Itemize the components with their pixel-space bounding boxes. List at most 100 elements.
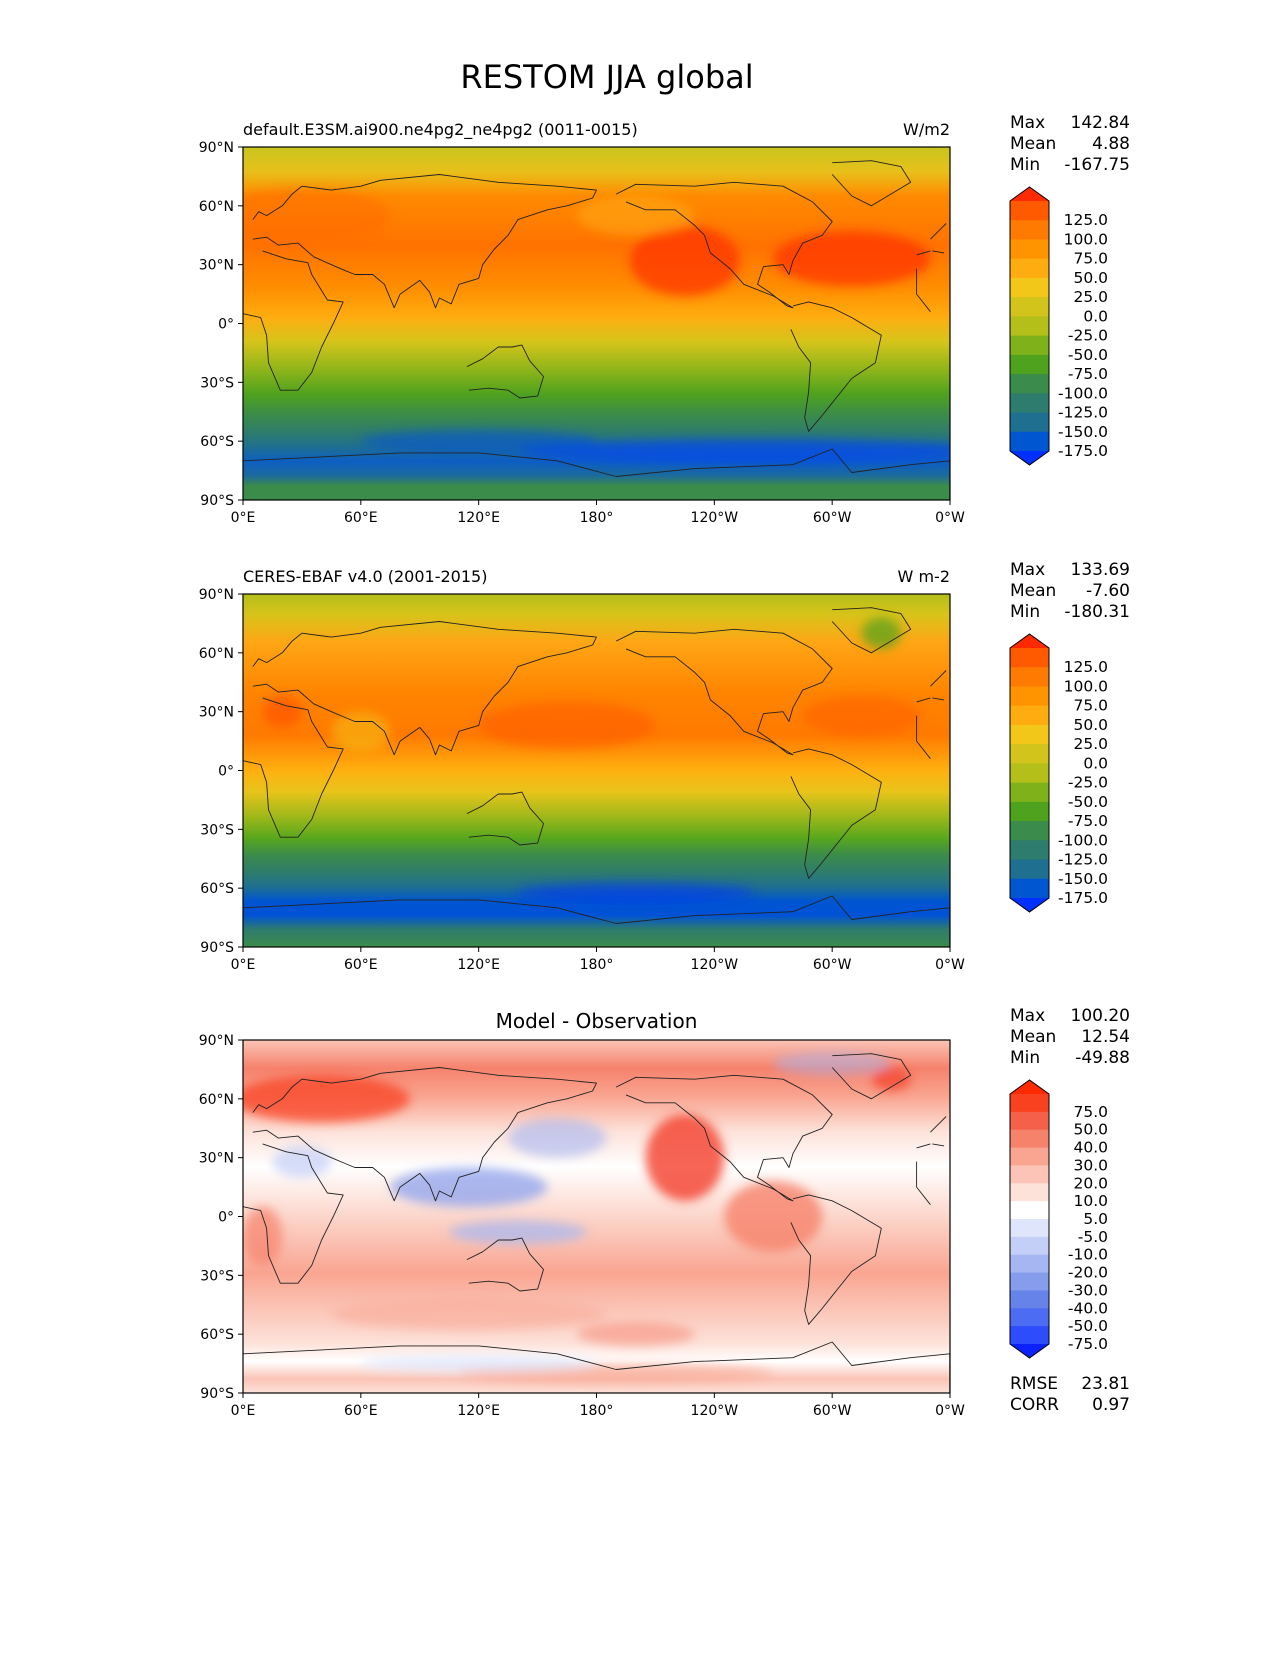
coastline-greenland <box>831 160 912 207</box>
colorbar-outline <box>1009 1079 1050 1359</box>
colorbar-label: -100.0 <box>1058 831 1108 849</box>
colorbar-segment <box>1010 705 1049 726</box>
map-field-diff <box>243 1040 950 1393</box>
stat-value: 133.69 <box>1071 560 1130 580</box>
colorbar-extend-max <box>1010 187 1049 201</box>
y-tick-label: 60°S <box>200 434 234 450</box>
stat-label: Max <box>1010 113 1045 133</box>
y-tick-label: 90°N <box>199 1033 234 1049</box>
colorbar-segment <box>1010 239 1049 260</box>
stat-value: -7.60 <box>1086 581 1130 601</box>
colorbar-label: 50.0 <box>1073 269 1108 287</box>
colorbar-label: 50.0 <box>1073 716 1108 734</box>
x-tick-label: 0°W <box>935 957 965 973</box>
colorbar-segment <box>1010 1236 1049 1256</box>
colorbar-segment <box>1010 335 1049 356</box>
colorbar-label: -75.0 <box>1068 365 1108 383</box>
field-anomaly <box>861 617 901 649</box>
x-tick-label: 0°W <box>935 1403 965 1419</box>
y-tick-label: 90°S <box>200 493 234 509</box>
y-tick-label: 0° <box>218 1210 234 1226</box>
colorbar-segment <box>1010 840 1049 861</box>
colorbar-segment <box>1010 782 1049 803</box>
map-field-model <box>243 147 950 500</box>
colorbar-outline <box>1009 633 1050 913</box>
field-anomaly <box>576 1322 695 1346</box>
stat-label: Mean <box>1010 581 1056 601</box>
colorbar-segment <box>1010 724 1049 745</box>
colorbar-segment <box>1010 316 1049 337</box>
x-tick-label: 120°E <box>457 510 500 526</box>
colorbar-segment <box>1010 763 1049 784</box>
field-anomaly <box>518 439 950 463</box>
colorbar-segment <box>1010 1290 1049 1309</box>
colorbar-segment <box>1010 1111 1049 1131</box>
colorbar-segment <box>1010 1129 1049 1149</box>
x-tick-label: 120°W <box>691 510 739 526</box>
colorbar-label: -50.0 <box>1068 793 1108 811</box>
colorbar-segment <box>1010 1326 1049 1345</box>
figure-title: RESTOM JJA global <box>460 58 753 96</box>
x-tick-label: 120°W <box>691 957 739 973</box>
colorbar-label: 0.0 <box>1083 307 1108 325</box>
field-anomaly <box>645 1114 725 1201</box>
colorbar-label: -150.0 <box>1058 870 1108 888</box>
y-tick-label: 60°N <box>199 646 234 662</box>
colorbar-segment <box>1010 1254 1049 1274</box>
colorbar-segment <box>1010 354 1049 375</box>
colorbar-segment <box>1010 1308 1049 1327</box>
colorbar-extend-max <box>1010 1080 1049 1094</box>
colorbar-segment <box>1010 201 1049 221</box>
colorbar-extend-min <box>1010 451 1049 465</box>
y-tick-label: 60°N <box>199 199 234 215</box>
colorbar-segment <box>1010 412 1049 433</box>
coastlines <box>243 1053 950 1393</box>
colorbar-segment <box>1010 1165 1049 1184</box>
y-tick-label: 90°N <box>199 587 234 603</box>
stat-label: Mean <box>1010 1027 1056 1047</box>
colorbar-label: -30.0 <box>1068 1281 1108 1299</box>
coastline-australia <box>466 344 544 399</box>
colorbar-segment <box>1010 1094 1049 1113</box>
x-tick-label: 0°E <box>231 510 256 526</box>
colorbar-outline <box>1009 186 1050 466</box>
colorbar-segment <box>1010 878 1049 899</box>
colorbar-segment <box>1010 859 1049 880</box>
colorbar-label: 40.0 <box>1073 1139 1108 1157</box>
field-anomaly <box>724 1181 823 1252</box>
field-anomaly <box>802 695 921 736</box>
colorbar-segment <box>1010 648 1049 668</box>
stat-label: Max <box>1010 1006 1045 1026</box>
colorbar-segment <box>1010 258 1049 279</box>
coastline-greenland <box>831 607 912 654</box>
x-tick-label: 120°E <box>457 957 500 973</box>
map-panel-obs: 0°E 60°E 120°E 180° 120°W 60°W 0°W 90°N 60°N 30°N… <box>199 560 1130 973</box>
colorbar-label: -75.0 <box>1068 1335 1108 1353</box>
colorbar-segment <box>1010 1183 1049 1202</box>
field-anomaly <box>478 701 656 749</box>
colorbar-extend-min <box>1010 898 1049 912</box>
colorbar-extend-min <box>1010 1344 1049 1358</box>
stat-value: 0.97 <box>1092 1395 1130 1415</box>
y-tick-label: 60°S <box>200 881 234 897</box>
panel-title: default.E3SM.ai900.ne4pg2_ne4pg2 (0011-0… <box>243 120 638 140</box>
colorbar-label: -50.0 <box>1068 1317 1108 1335</box>
coastline-samerica <box>790 1194 882 1325</box>
colorbar-label: 10.0 <box>1073 1192 1108 1210</box>
field-anomaly <box>773 231 931 287</box>
coastline-antarctica <box>243 895 950 947</box>
coastline-australia <box>466 791 544 846</box>
units-label: W/m2 <box>903 120 950 139</box>
colorbar-label: 30.0 <box>1073 1156 1108 1174</box>
colorbar-segment <box>1010 1219 1049 1238</box>
field-anomaly <box>871 1067 911 1091</box>
field-anomaly <box>360 1355 597 1372</box>
x-tick-label: 180° <box>580 1403 614 1419</box>
field-anomaly <box>243 1206 283 1266</box>
field-anomaly <box>508 1118 607 1158</box>
coastlines <box>243 160 950 500</box>
coastline-samerica <box>790 301 882 432</box>
